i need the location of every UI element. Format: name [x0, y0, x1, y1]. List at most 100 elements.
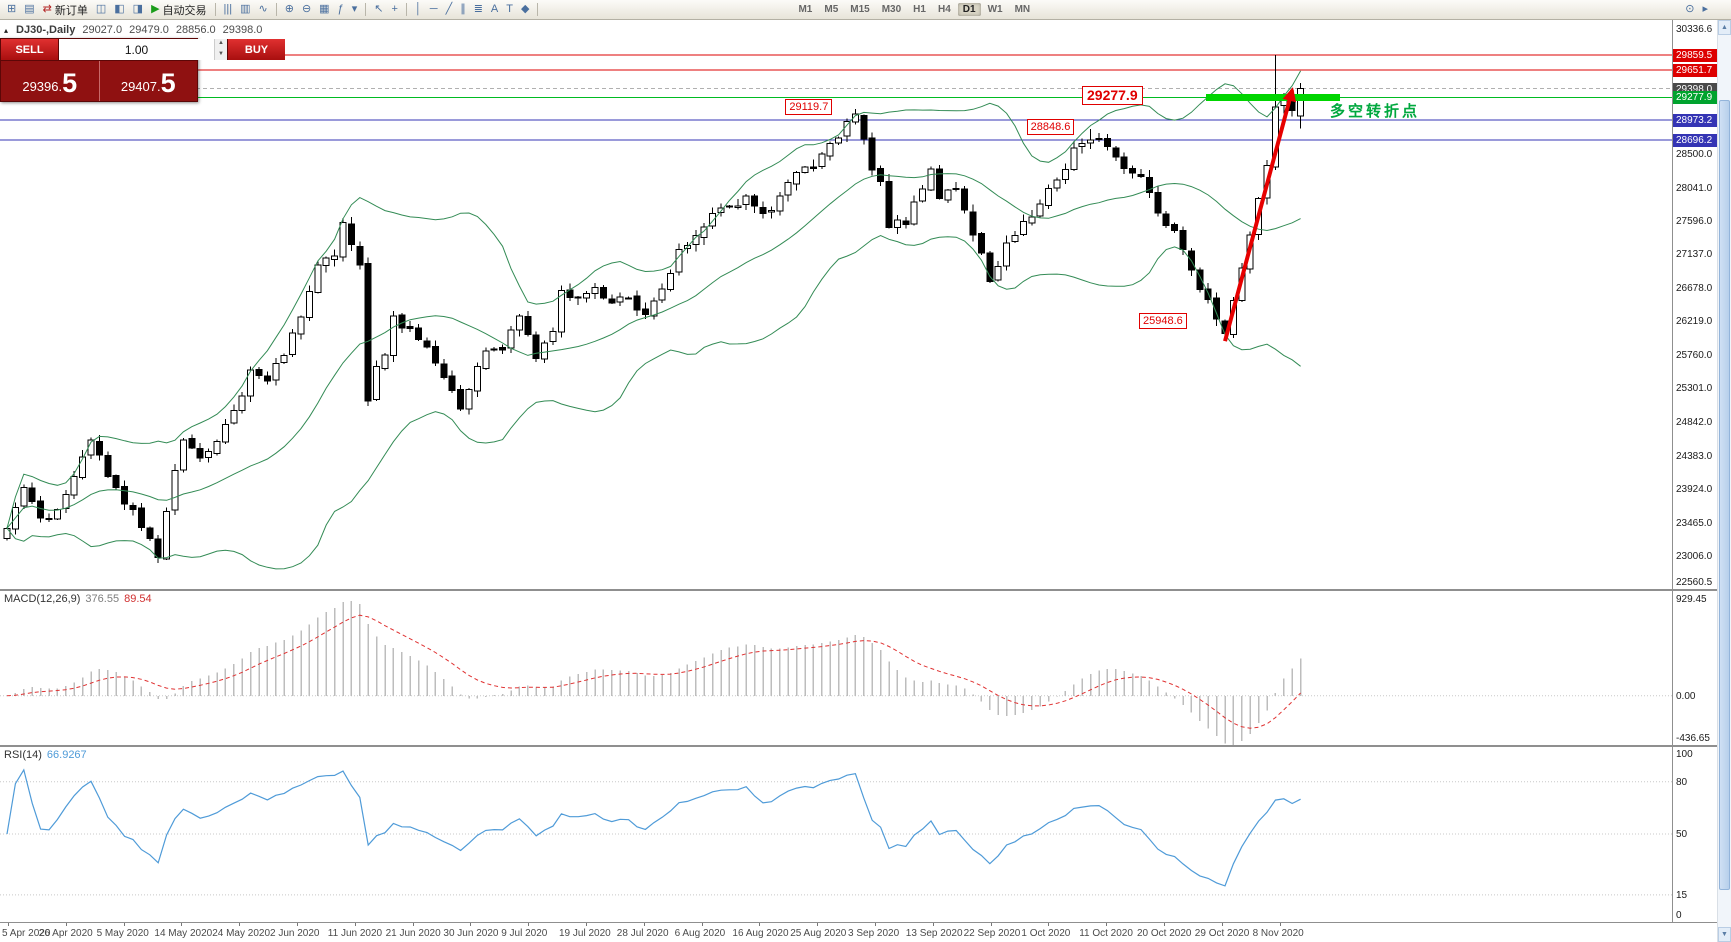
price-axis[interactable]: 30336.6 22560.5 28500.0 28041.0 27596.0 27137… — [1672, 20, 1718, 942]
price-big-digit: 5 — [160, 68, 176, 98]
date-tick — [354, 923, 356, 926]
toolbar-separator — [214, 3, 216, 16]
ohlc-low-value: 28856.0 — [175, 24, 216, 36]
buy-button[interactable]: BUY — [228, 39, 285, 60]
text-label-button[interactable]: T — [503, 1, 516, 18]
trendline-icon: ╱ — [445, 3, 453, 15]
date-tick — [990, 923, 992, 926]
date-tick — [412, 923, 414, 926]
sell-button[interactable]: SELL — [1, 39, 58, 60]
rsi-panel-separator[interactable] — [0, 745, 1717, 747]
navigator-button[interactable]: ◨ — [130, 1, 146, 18]
cursor-button[interactable]: ↖ — [371, 1, 386, 18]
indicators-button[interactable]: ƒ — [335, 1, 347, 18]
date-label: 5 May 2020 — [96, 928, 149, 939]
zoom-in-button[interactable]: ⊕ — [282, 1, 297, 18]
horizontal-line-button[interactable]: ─ — [427, 1, 441, 18]
data-window-icon: ◧ — [114, 3, 125, 15]
bar-chart-button[interactable]: ||| — [221, 1, 236, 18]
volume-box: ▲ ▼ — [58, 39, 228, 60]
timeframe-m5-button[interactable]: M5 — [824, 4, 839, 15]
scroll-down-button[interactable]: ▼ — [1718, 927, 1731, 942]
candlestick-chart-button[interactable]: ▥ — [237, 1, 253, 18]
macd-value: 376.55 — [85, 593, 120, 605]
scroll-up-button[interactable]: ▲ — [1718, 20, 1731, 35]
timeframe-m15-button[interactable]: M15 — [850, 4, 870, 15]
trendline-button[interactable]: ╱ — [443, 1, 456, 18]
volume-up-button[interactable]: ▲ — [215, 39, 227, 50]
new-order-button[interactable]: ⇄ 新订单 — [40, 1, 91, 18]
trend-arrow[interactable] — [1223, 87, 1297, 342]
date-label: 16 Aug 2020 — [732, 928, 789, 939]
timeframe-w1-button[interactable]: W1 — [987, 4, 1003, 15]
timeframe-group: M1 M5 M15 M30 H1 H4 D1 W1 MN — [792, 3, 1036, 16]
buy-price[interactable]: 29407. 5 — [100, 61, 198, 101]
date-label: 1 Oct 2020 — [1021, 928, 1071, 939]
price-big-digit: 5 — [62, 68, 78, 98]
arrows-button[interactable]: ◆ — [518, 1, 532, 18]
price-tick-label: 23465.0 — [1676, 517, 1713, 529]
macd-tick-label: 0.00 — [1676, 690, 1696, 702]
bollinger-band — [6, 235, 1301, 570]
volume-input[interactable] — [59, 39, 214, 60]
candlestick-chart-icon: ▥ — [240, 3, 251, 15]
equidistant-channel-button[interactable]: ∥ — [457, 1, 469, 18]
date-tick — [586, 923, 587, 926]
one-click-collapse-icon[interactable]: ▴ — [4, 25, 9, 35]
search-button[interactable]: ⊙ — [1682, 1, 1697, 18]
date-label: 5 Apr 2020 — [2, 928, 51, 939]
arrows-icon: ◆ — [520, 3, 530, 15]
toolbar: ⊞ ▤ ⇄ 新订单 ◫ ◧ ◨ ▶ 自动交易 ||| ▥ ∿ ⊕ ⊖ ▦ ƒ ▾ ↖ + │ ─ ╱ ∥ ≣ A T ◆ M1 M5 M1… — [0, 0, 1731, 20]
price-small-digits: 29407. — [120, 79, 161, 94]
market-watch-button[interactable]: ◫ — [93, 1, 109, 18]
date-label: 9 Jul 2020 — [501, 928, 548, 939]
fibonacci-button[interactable]: ≣ — [471, 1, 486, 18]
timeframe-h4-button[interactable]: H4 — [937, 4, 951, 15]
macd-signal-line — [6, 614, 1301, 729]
date-tick — [643, 923, 645, 926]
search-icon: ⊙ — [1685, 3, 1695, 15]
chart-profiles-button[interactable]: ▤ — [21, 1, 37, 18]
note-annotation[interactable]: 多空转折点 — [1330, 103, 1421, 120]
timeframe-h1-button[interactable]: H1 — [913, 4, 926, 15]
timeframe-m30-button[interactable]: M30 — [881, 4, 902, 15]
timeframe-mn-button[interactable]: MN — [1014, 4, 1031, 15]
price-tick-label: 27596.0 — [1676, 215, 1713, 227]
date-label: 24 May 2020 — [212, 928, 271, 939]
rsi-tick-label: 15 — [1676, 889, 1688, 901]
data-window-button[interactable]: ◧ — [111, 1, 127, 18]
chart-shift-button[interactable]: ▸ — [1699, 1, 1711, 18]
rsi-tick-label: 100 — [1676, 749, 1693, 760]
sell-price[interactable]: 29396. 5 — [1, 61, 100, 101]
date-tick — [1279, 923, 1281, 926]
scrollbar-thumb[interactable] — [1719, 100, 1730, 890]
price-annotation-label[interactable]: 29119.7 — [785, 99, 833, 116]
crosshair-button[interactable]: + — [388, 1, 400, 18]
vertical-scrollbar[interactable]: ▲ ▼ — [1717, 20, 1731, 942]
date-tick — [181, 923, 183, 926]
price-annotation-label[interactable]: 25948.6 — [1139, 313, 1187, 330]
date-axis[interactable]: 5 Apr 2020 26 Apr 2020 5 May 2020 14 May 20… — [0, 922, 1717, 942]
timeframe-m1-button[interactable]: M1 — [798, 4, 813, 15]
price-annotation-label[interactable]: 29277.9 — [1082, 86, 1143, 106]
auto-trading-button[interactable]: ▶ 自动交易 — [148, 1, 209, 18]
text-button[interactable]: A — [488, 1, 501, 18]
ohlc-open-value: 29027.0 — [82, 24, 123, 36]
tile-windows-button[interactable]: ▦ — [316, 1, 332, 18]
zoom-out-button[interactable]: ⊖ — [299, 1, 314, 18]
date-label: 14 May 2020 — [154, 928, 213, 939]
rsi-name: RSI(14) — [4, 749, 42, 761]
date-tick — [65, 923, 67, 926]
one-click-trading-panel: SELL ▲ ▼ BUY 29396.5 29407.5 — [0, 38, 285, 102]
price-tick-label: 27137.0 — [1676, 249, 1713, 261]
volume-down-button[interactable]: ▼ — [215, 49, 227, 60]
macd-panel-separator[interactable] — [0, 589, 1717, 591]
vertical-line-button[interactable]: │ — [412, 1, 425, 18]
indicators-list-button[interactable]: ▾ — [349, 1, 361, 18]
timeframe-d1-button[interactable]: D1 — [957, 3, 981, 16]
new-chart-button[interactable]: ⊞ — [4, 1, 19, 18]
price-annotation-label[interactable]: 28848.6 — [1026, 118, 1075, 135]
line-chart-button[interactable]: ∿ — [256, 1, 271, 18]
